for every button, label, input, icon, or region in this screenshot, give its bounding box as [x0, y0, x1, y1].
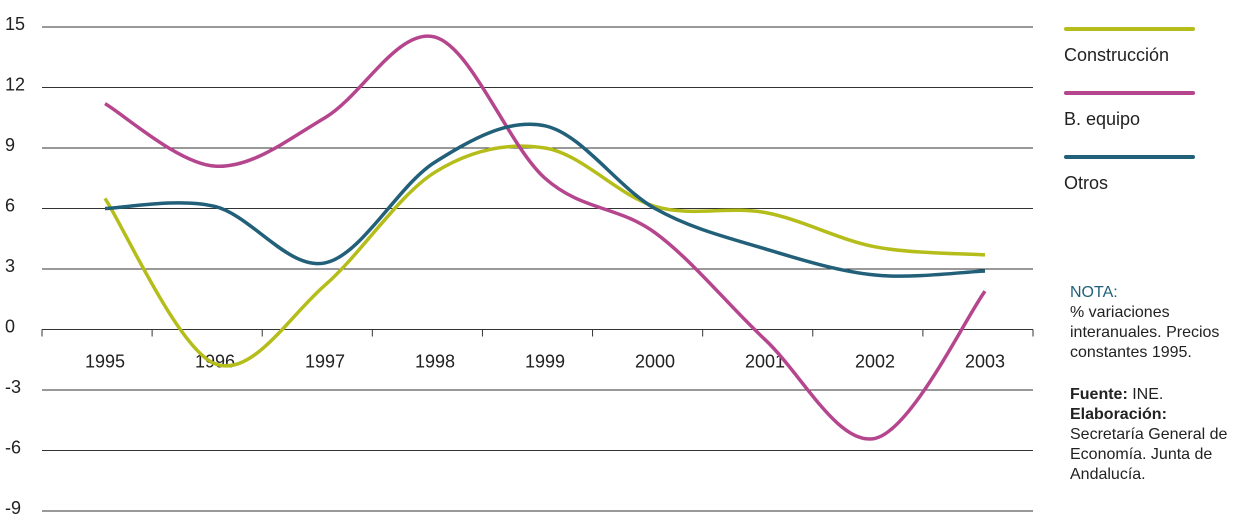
x-tick-label: 1999 — [525, 351, 565, 371]
x-tick-label: 2003 — [965, 351, 1005, 371]
fuente-text: INE. — [1132, 386, 1164, 403]
series-line — [104, 34, 987, 441]
series-line — [104, 122, 986, 278]
x-tick-label: 2000 — [635, 351, 675, 371]
x-tick-label: 1998 — [415, 351, 455, 371]
notes: NOTA: % variaciones interanuales. Precio… — [1070, 283, 1245, 485]
elaboracion: Elaboración: Secretaría General de Econo… — [1070, 405, 1245, 485]
y-tick-label: 0 — [5, 316, 15, 336]
x-tick-label: 1995 — [85, 351, 125, 371]
y-tick-label: 6 — [5, 195, 15, 215]
elaboracion-label: Elaboración: — [1070, 406, 1167, 423]
y-tick-label: 15 — [5, 14, 25, 34]
y-tick-label: -9 — [5, 498, 21, 518]
x-tick-label: 2002 — [855, 351, 895, 371]
fuente: Fuente: INE. — [1070, 385, 1245, 405]
nota-title: NOTA: — [1070, 284, 1118, 301]
y-tick-label: 12 — [5, 74, 25, 94]
nota-text: % variaciones interanuales. Precios cons… — [1070, 304, 1220, 361]
y-tick-label: 3 — [5, 256, 15, 276]
x-tick-label: 2001 — [745, 351, 785, 371]
elaboracion-text: Secretaría General de Economía. Junta de… — [1070, 426, 1228, 483]
x-tick-label: 1997 — [305, 351, 345, 371]
y-tick-label: -3 — [5, 377, 21, 397]
y-tick-label: -6 — [5, 437, 21, 457]
fuente-label: Fuente: — [1070, 386, 1128, 403]
legend-label: Construcción — [1064, 45, 1169, 65]
y-tick-label: 9 — [5, 135, 15, 155]
legend-label: Otros — [1064, 173, 1108, 193]
legend-label: B. equipo — [1064, 109, 1140, 129]
